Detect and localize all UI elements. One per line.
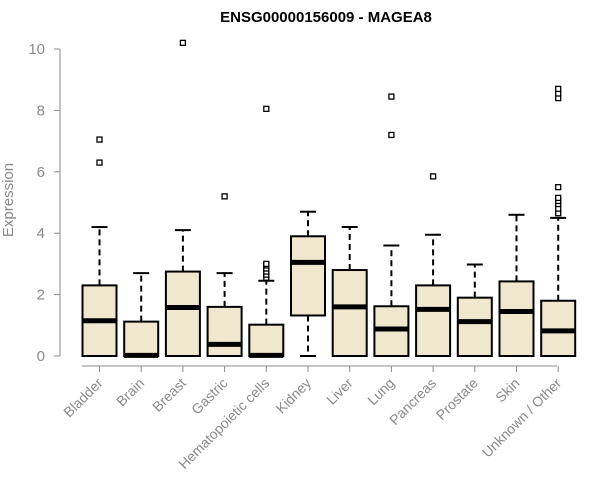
box bbox=[331, 269, 368, 358]
x-ticks bbox=[99, 366, 559, 372]
outlier-point bbox=[555, 85, 562, 93]
y-tick-label: 6 bbox=[37, 164, 45, 181]
outlier-point bbox=[179, 39, 187, 47]
box-group bbox=[456, 263, 493, 358]
box-group bbox=[415, 173, 452, 358]
y-tick-label: 4 bbox=[37, 225, 45, 242]
box-group bbox=[81, 136, 118, 358]
outlier-point bbox=[388, 131, 395, 139]
y-tick-label: 8 bbox=[37, 102, 45, 119]
y-ticks: 0 2 4 6 8 10 bbox=[28, 41, 60, 365]
y-axis-label: Expression bbox=[0, 163, 17, 237]
category-label: Brain bbox=[113, 375, 147, 409]
boxes bbox=[81, 39, 577, 358]
box bbox=[498, 280, 535, 357]
box-group bbox=[164, 39, 201, 358]
category-label: Unknown / Other bbox=[479, 375, 565, 461]
box bbox=[456, 296, 493, 358]
outlier-point bbox=[263, 260, 270, 268]
chart-title: ENSG00000156009 - MAGEA8 bbox=[220, 9, 432, 26]
outlier-point bbox=[555, 194, 562, 202]
outlier-point bbox=[96, 136, 103, 143]
box bbox=[248, 323, 285, 358]
box-group bbox=[373, 93, 410, 357]
category-label: Kidney bbox=[273, 375, 315, 417]
box bbox=[290, 235, 326, 317]
box-group bbox=[498, 213, 535, 357]
box-group bbox=[290, 210, 326, 357]
outlier-point bbox=[263, 105, 270, 113]
category-label: Bladder bbox=[60, 375, 106, 421]
y-tick-label: 0 bbox=[37, 348, 45, 365]
box bbox=[123, 320, 160, 357]
box bbox=[415, 284, 452, 358]
box bbox=[164, 270, 201, 358]
outlier-point bbox=[555, 183, 562, 191]
y-tick-label: 2 bbox=[37, 287, 45, 304]
box-group bbox=[206, 193, 243, 358]
category-label: Liver bbox=[323, 375, 356, 408]
box bbox=[206, 305, 243, 358]
outlier-point bbox=[388, 93, 395, 100]
category-label: Prostate bbox=[433, 375, 481, 423]
category-label: Skin bbox=[492, 375, 523, 406]
y-tick-label: 10 bbox=[28, 41, 45, 58]
category-label: Lung bbox=[364, 375, 397, 408]
box-group bbox=[123, 272, 160, 358]
outlier-point bbox=[96, 159, 103, 166]
box-group bbox=[248, 105, 285, 358]
box-group bbox=[540, 85, 577, 357]
outlier-point bbox=[221, 193, 228, 200]
category-label: Breast bbox=[149, 375, 189, 415]
box-group bbox=[331, 226, 368, 358]
outlier-point bbox=[429, 173, 437, 180]
